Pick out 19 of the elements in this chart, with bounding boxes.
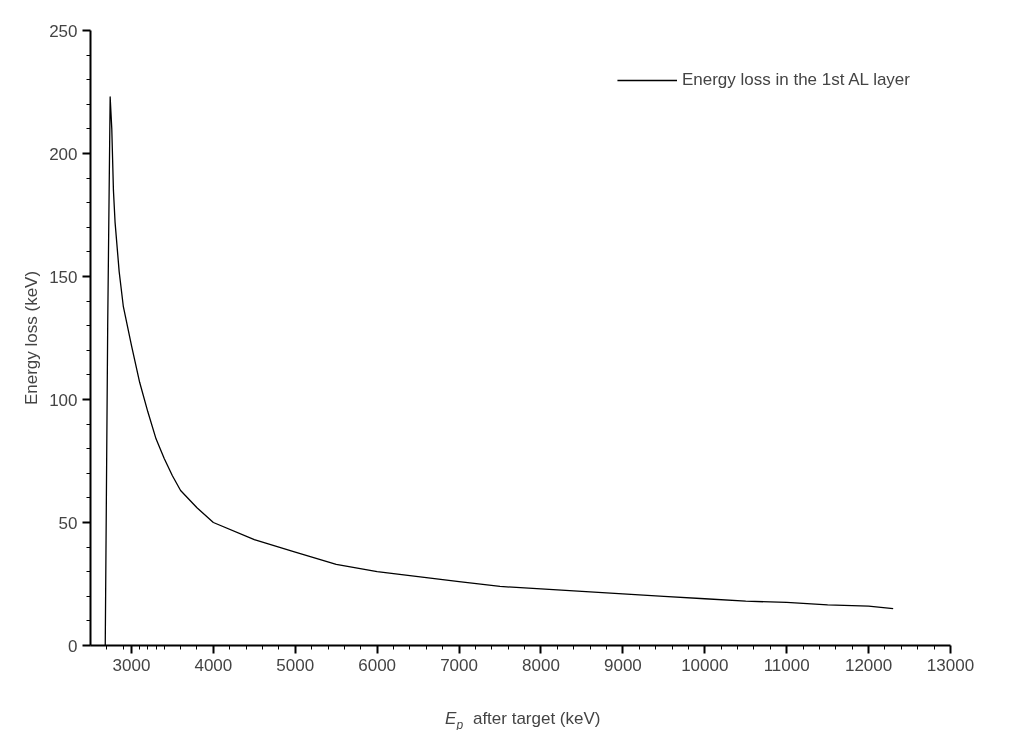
legend-label: Energy loss in the 1st AL layer xyxy=(681,70,910,90)
x-tick-label: 12000 xyxy=(844,655,893,675)
x-tick-label: 9000 xyxy=(603,655,642,675)
y-axis-title: Energy loss (keV) xyxy=(22,270,42,406)
x-tick-label: 6000 xyxy=(358,655,397,675)
x-tick-label: 7000 xyxy=(440,655,478,675)
y-tick-label: 0 xyxy=(68,636,78,656)
x-tick-label: 11000 xyxy=(763,655,810,675)
x-tick-label: 3000 xyxy=(112,655,151,675)
x-tick-label: 8000 xyxy=(522,655,560,675)
y-tick-label: 150 xyxy=(49,267,78,287)
y-tick-label: 250 xyxy=(49,21,78,41)
x-tick-label: 10000 xyxy=(681,655,729,675)
x-tick-label: 13000 xyxy=(926,655,975,675)
x-tick-label: 4000 xyxy=(194,655,233,675)
y-tick-label: 100 xyxy=(49,390,78,410)
x-tick-label: 5000 xyxy=(276,655,315,675)
y-tick-label: 200 xyxy=(49,144,78,164)
y-tick-label: 50 xyxy=(58,513,78,533)
